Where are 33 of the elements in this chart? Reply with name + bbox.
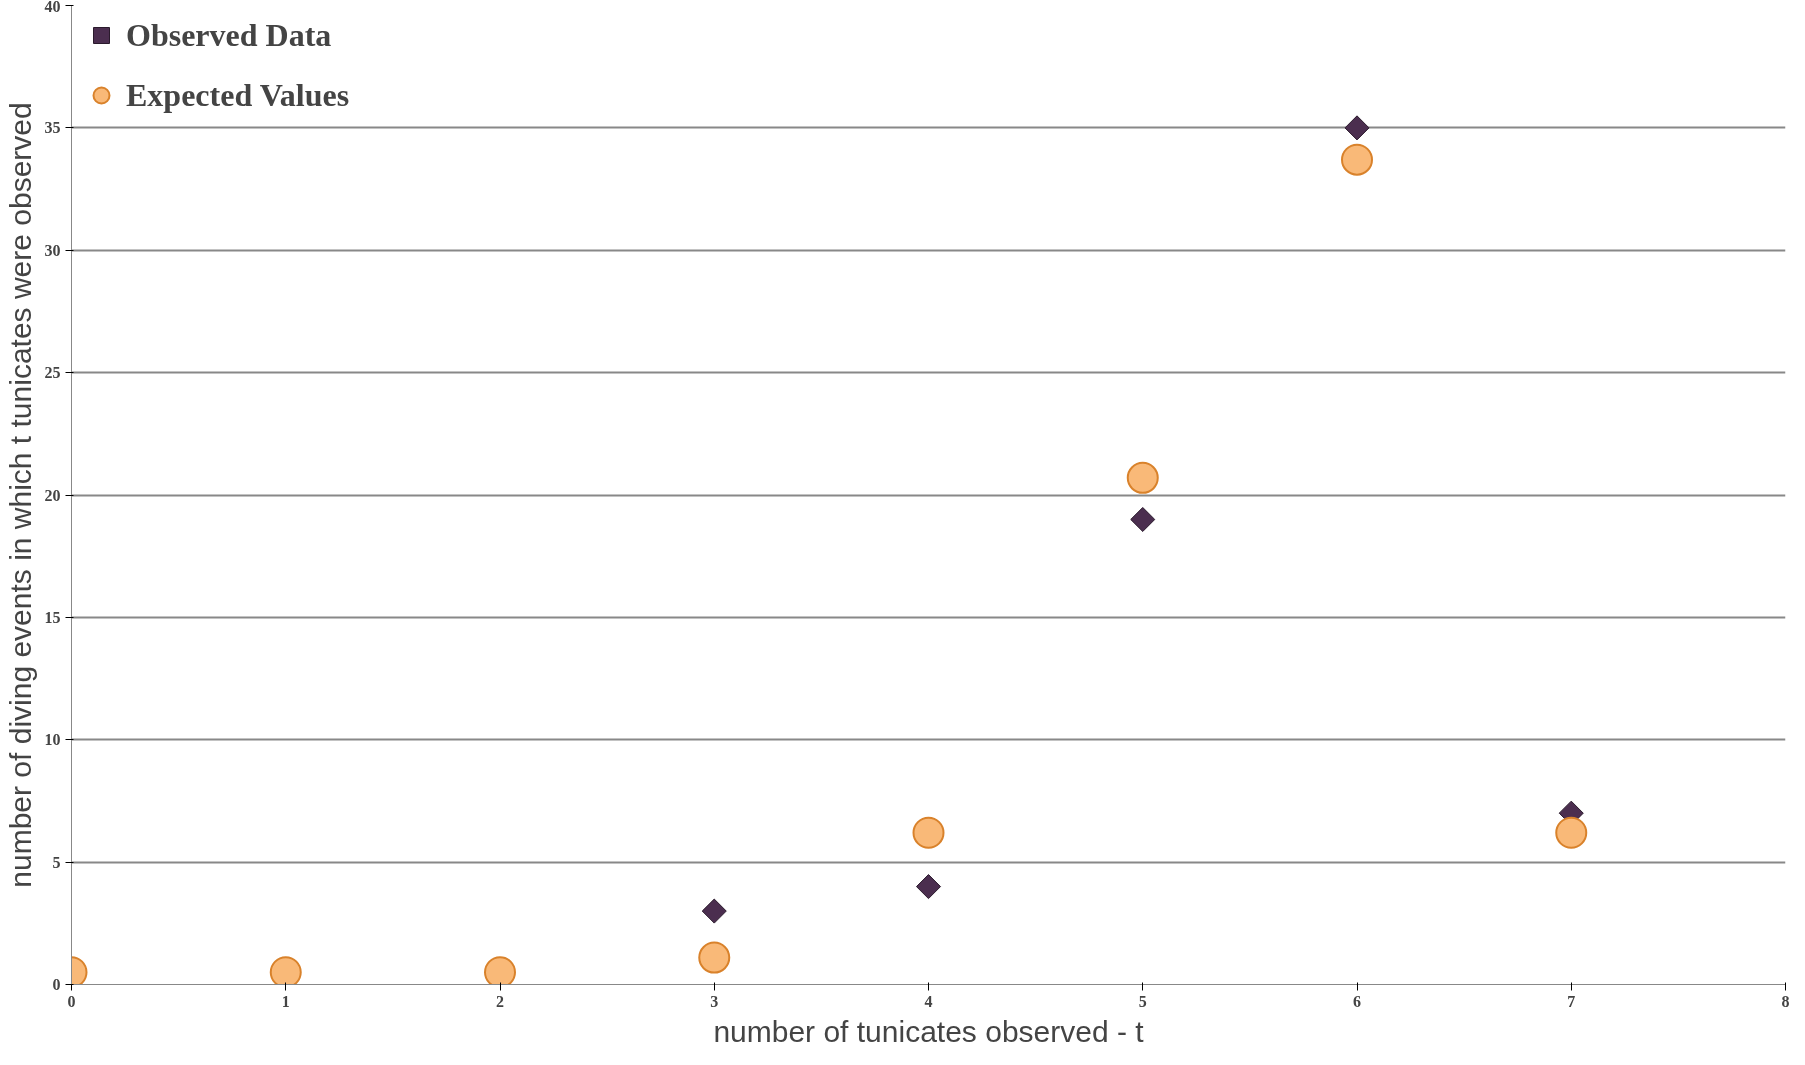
- y-tick-label: 10: [44, 731, 61, 749]
- y-tick-label: 0: [52, 976, 61, 993]
- x-axis-title: number of tunicates observed - t: [713, 1014, 1145, 1048]
- x-tick-label: 7: [1567, 992, 1576, 1010]
- y-tick-label: 35: [44, 119, 61, 137]
- x-tick-label: 4: [924, 992, 933, 1010]
- point: [1555, 816, 1588, 849]
- x-tick-label: 2: [496, 992, 504, 1010]
- x-tick-label: 6: [1353, 992, 1361, 1010]
- point: [269, 956, 302, 985]
- y-tick-label: 20: [44, 486, 61, 504]
- point: [1130, 506, 1156, 532]
- point: [912, 816, 945, 849]
- x-tick-label: 0: [67, 992, 76, 1010]
- point: [1126, 461, 1159, 494]
- x-tick-label: 1: [281, 992, 290, 1010]
- point: [484, 956, 516, 985]
- point: [698, 941, 731, 974]
- point: [1344, 115, 1370, 141]
- point: [701, 898, 727, 924]
- y-tick-label: 15: [44, 608, 61, 626]
- x-tick-label: 5: [1138, 992, 1147, 1010]
- y-tick-label: 25: [44, 364, 61, 382]
- x-tick-label: 8: [1781, 992, 1790, 1010]
- x-tick-label: 3: [710, 992, 719, 1010]
- y-axis-title: number of diving events in which t tunicates were observed: [3, 102, 37, 888]
- legend-label: Observed Data: [126, 16, 332, 54]
- legend-label: Expected Values: [126, 76, 350, 114]
- point: [1341, 143, 1373, 176]
- y-tick-label: 5: [52, 853, 61, 871]
- y-tick-label: 40: [44, 0, 61, 15]
- point: [915, 874, 942, 900]
- y-tick-label: 30: [44, 241, 61, 259]
